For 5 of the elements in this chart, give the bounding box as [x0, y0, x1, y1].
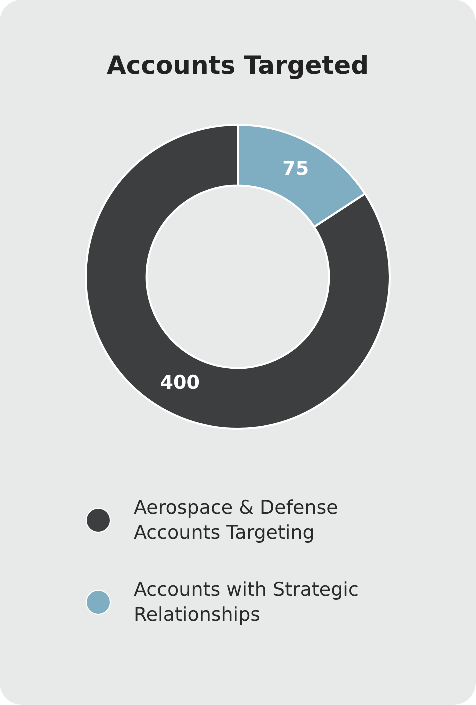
legend-label: Accounts with Strategic Relationships	[134, 578, 360, 628]
data-label: 400	[160, 372, 200, 394]
data-label: 75	[282, 158, 310, 180]
legend-label: Aerospace & Defense Accounts Targeting	[134, 496, 340, 546]
chart-title: Accounts Targeted	[106, 50, 370, 82]
